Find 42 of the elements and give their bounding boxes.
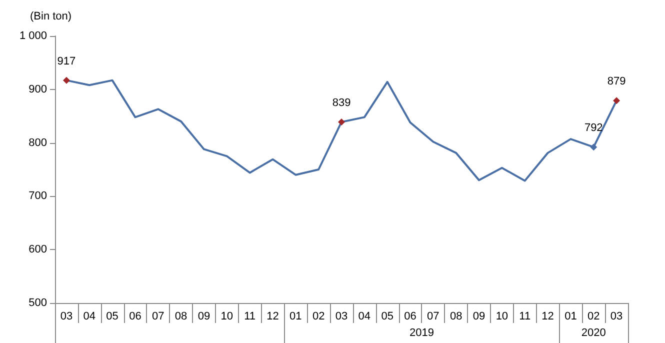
- x-tick-label: 04: [358, 310, 371, 322]
- x-tick-label: 07: [427, 310, 440, 322]
- x-tick-label: 11: [519, 310, 531, 322]
- y-tick-label: 900: [28, 83, 47, 96]
- point: [62, 76, 70, 84]
- data-label: 839: [332, 96, 351, 109]
- point: [590, 144, 598, 151]
- x-tick-label: 03: [60, 310, 73, 322]
- x-tick-label: 08: [450, 310, 462, 322]
- x-tick-label: 12: [266, 310, 279, 322]
- point: [613, 97, 620, 104]
- x-tick-label: 02: [587, 310, 600, 322]
- y-tick-label: 500: [28, 297, 47, 309]
- x-tick-label: 07: [152, 310, 164, 322]
- x-tick-label: 08: [174, 310, 188, 322]
- y-tick-label: 800: [28, 136, 47, 149]
- x-tick-label: 09: [472, 310, 486, 322]
- x-tick-label: 04: [83, 310, 96, 322]
- text: 2019: [409, 327, 434, 339]
- point: [338, 118, 345, 126]
- x-tick-label: 02: [312, 310, 325, 322]
- x-tick-label: 05: [381, 310, 394, 322]
- x-tick-label: 03: [335, 310, 348, 322]
- y-tick-label: 700: [28, 190, 47, 202]
- x-tick-label: 10: [496, 310, 508, 322]
- x-tick-label: 06: [404, 310, 416, 322]
- data-label: 879: [607, 76, 626, 88]
- x-tick-label: 10: [220, 310, 234, 322]
- text: 2020: [581, 327, 606, 339]
- data-label: 917: [57, 55, 76, 68]
- x-tick-label: 11: [244, 310, 256, 322]
- y-tick-label: 600: [28, 244, 47, 256]
- x-tick-label: 12: [542, 310, 554, 322]
- x-tick-label: 01: [564, 310, 577, 322]
- x-tick-label: 09: [198, 310, 210, 322]
- x-tick-label: 05: [106, 310, 118, 322]
- x-tick-label: 06: [129, 310, 142, 322]
- y-axis-title: (Bin ton): [30, 10, 72, 22]
- x-tick-label: 01: [290, 310, 302, 322]
- x-tick-label: 03: [610, 310, 623, 322]
- y-tick-label: 1 000: [19, 30, 47, 42]
- data-label: 792: [584, 122, 603, 134]
